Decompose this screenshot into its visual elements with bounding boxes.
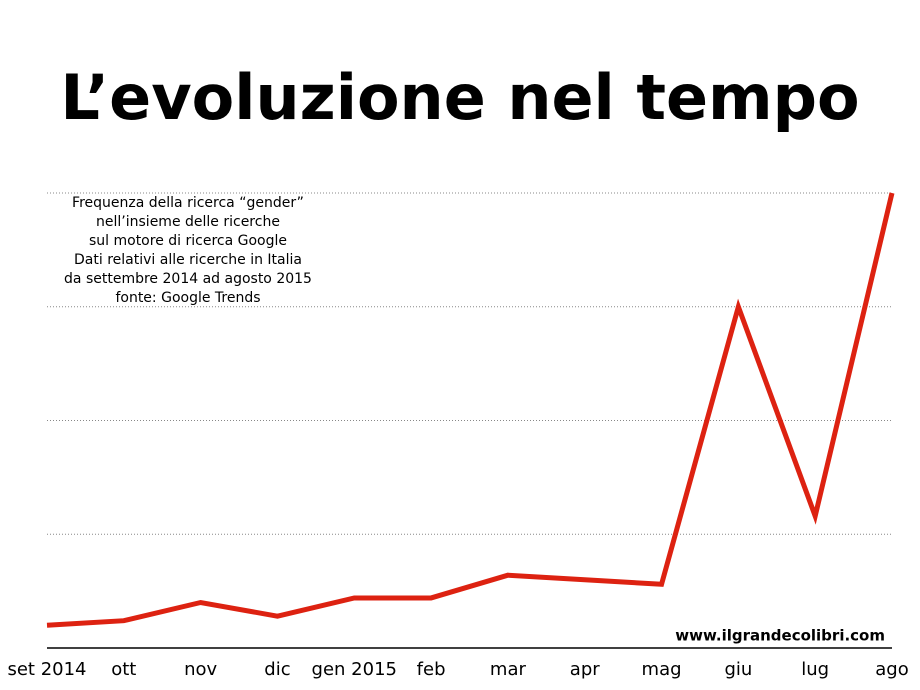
annotation: nell’insieme delle ricerche [96,214,280,230]
watermark: www.ilgrandecolibri.com [675,627,885,645]
x-tick-label: giu [724,659,752,680]
x-tick-label: apr [570,659,600,680]
annotation: fonte: Google Trends [115,290,260,306]
x-tick-label: set 2014 [7,659,86,680]
x-tick-label: dic [264,659,290,680]
x-tick-label: mag [642,659,682,680]
x-tick-label: nov [184,659,217,680]
x-tick-label: feb [417,659,446,680]
annotation: Frequenza della ricerca “gender” [72,195,304,211]
chart-title: L’evoluzione nel tempo [60,61,859,134]
x-tick-label: ott [111,659,136,680]
annotation: Dati relativi alle ricerche in Italia [74,252,302,268]
annotation: da settembre 2014 ad agosto 2015 [64,271,312,287]
data-line [46,192,895,628]
x-tick-label: lug [801,659,829,680]
x-tick-label: ago [875,659,908,680]
annotation: sul motore di ricerca Google [89,233,287,249]
x-tick-label: gen 2015 [312,659,397,680]
x-tick-label: mar [490,659,527,680]
